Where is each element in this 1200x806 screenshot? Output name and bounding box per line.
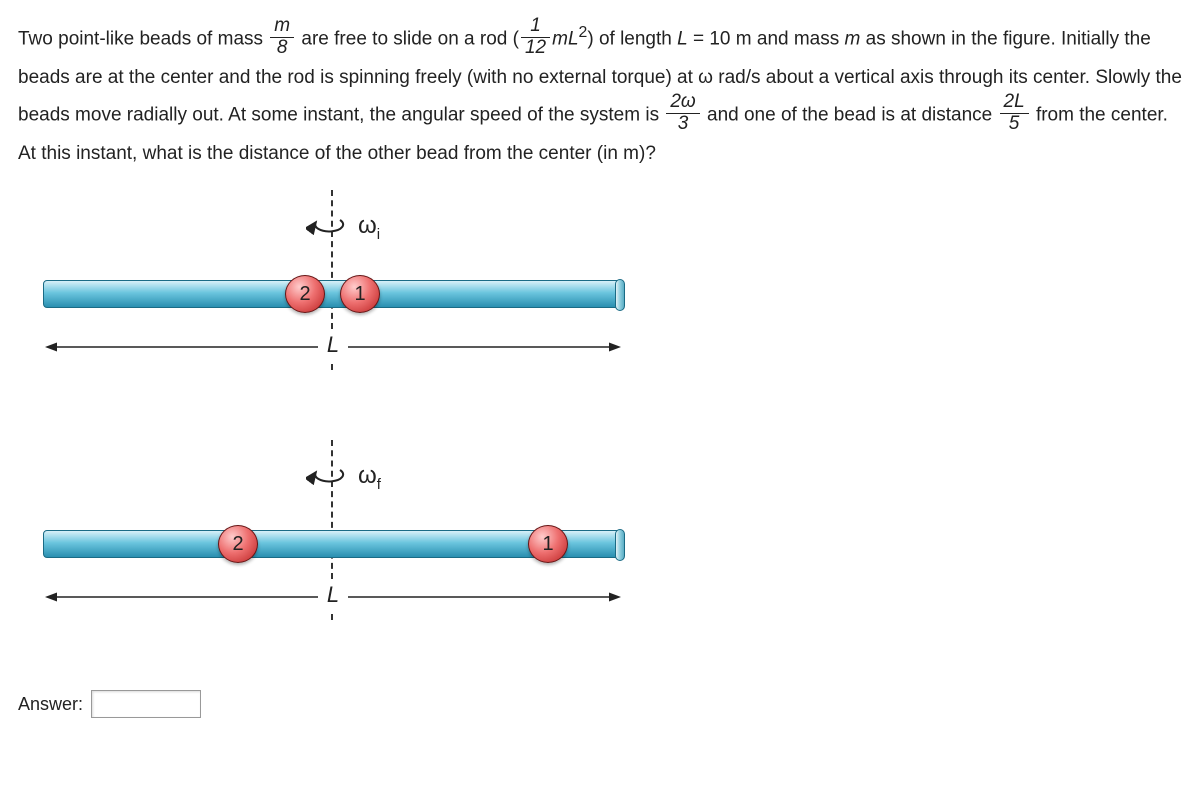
rod-endcap [615, 529, 625, 561]
var-m: m [845, 28, 861, 49]
rod [43, 280, 623, 308]
text-seg: Two point-like beads of mass [18, 28, 268, 49]
diagrams-container: ωi 2 1 L [18, 190, 1182, 650]
fraction-2L5: 2L 5 [1000, 92, 1029, 135]
bead-2: 2 [285, 275, 325, 313]
answer-label: Answer: [18, 694, 83, 715]
diagram-initial: ωi 2 1 L [18, 190, 638, 400]
rod-endcap [615, 279, 625, 311]
text-seg: = 10 m and mass [688, 28, 845, 49]
answer-input[interactable] [91, 690, 201, 718]
fraction-m8: m 8 [270, 16, 294, 59]
length-label: L [318, 330, 348, 360]
text-seg: are free to slide on a rod ( [301, 28, 519, 49]
text-seg: ) of length [587, 28, 677, 49]
rotation-arrow-icon [306, 440, 350, 495]
bead-1: 1 [340, 275, 380, 313]
length-label: L [318, 580, 348, 610]
omega-i-label: ωi [358, 212, 380, 243]
bead-2: 2 [218, 525, 258, 563]
rotation-arrow-icon [306, 190, 350, 245]
bead-1: 1 [528, 525, 568, 563]
fraction-2w3: 2ω 3 [666, 92, 699, 135]
text-seg: mL [552, 28, 578, 49]
diagram-final: ωf 2 1 L [18, 440, 638, 650]
problem-statement: Two point-like beads of mass m 8 are fre… [18, 18, 1182, 170]
fraction-1-12: 1 12 [521, 16, 550, 59]
answer-row: Answer: [18, 690, 1182, 718]
var-L: L [677, 28, 688, 49]
text-seg: and one of the bead is at distance [707, 104, 998, 125]
omega-f-label: ωf [358, 462, 381, 493]
